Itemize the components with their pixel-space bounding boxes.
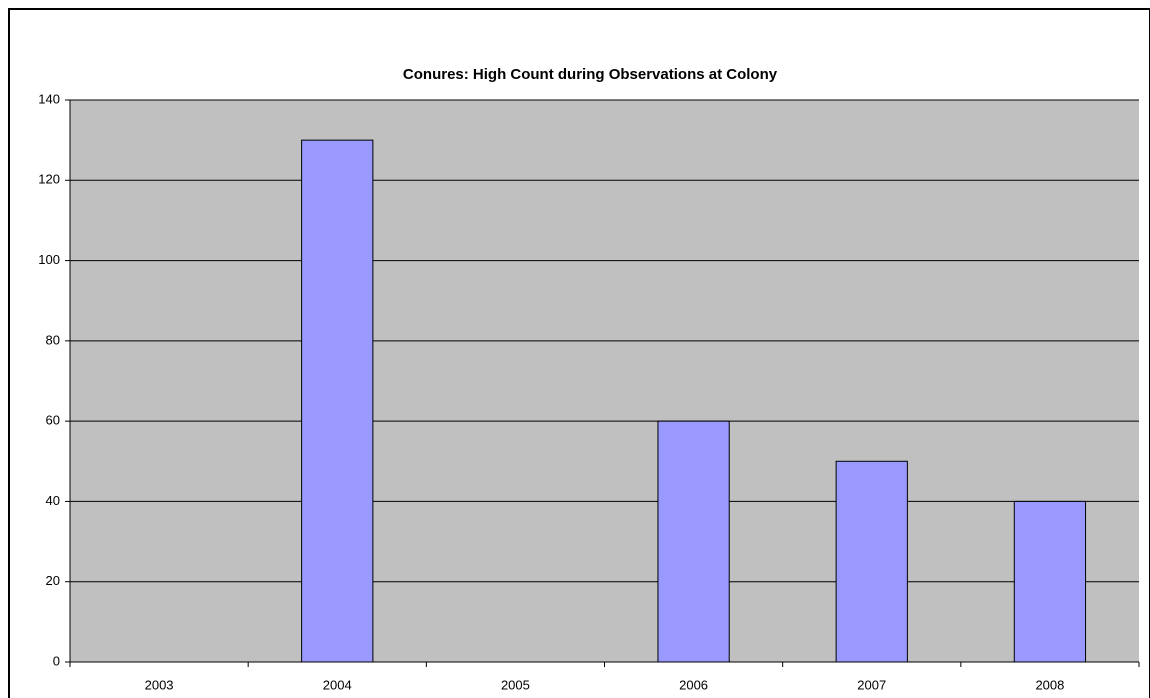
bar: [301, 139, 374, 663]
x-tick-label: 2008: [1035, 677, 1064, 692]
x-tick-label: 2006: [679, 677, 708, 692]
y-tick-label: 120: [38, 172, 60, 187]
y-tick-label: 60: [46, 413, 60, 428]
y-tick-label: 20: [46, 573, 60, 588]
y-tick-label: 80: [46, 332, 60, 347]
x-tick-label: 2007: [857, 677, 886, 692]
y-tick-label: 40: [46, 493, 60, 508]
bar: [657, 420, 730, 663]
x-tick-label: 2005: [501, 677, 530, 692]
bar: [1013, 500, 1087, 663]
x-tick-label: 2003: [145, 677, 174, 692]
plot-area: [70, 100, 1139, 662]
chart-title: Conures: High Count during Observations …: [403, 66, 778, 83]
y-tick-label: 100: [38, 252, 60, 267]
x-tick-label: 2004: [323, 677, 352, 692]
bar: [835, 460, 908, 663]
y-tick-label: 0: [53, 653, 60, 668]
y-tick-label: 140: [38, 91, 60, 106]
